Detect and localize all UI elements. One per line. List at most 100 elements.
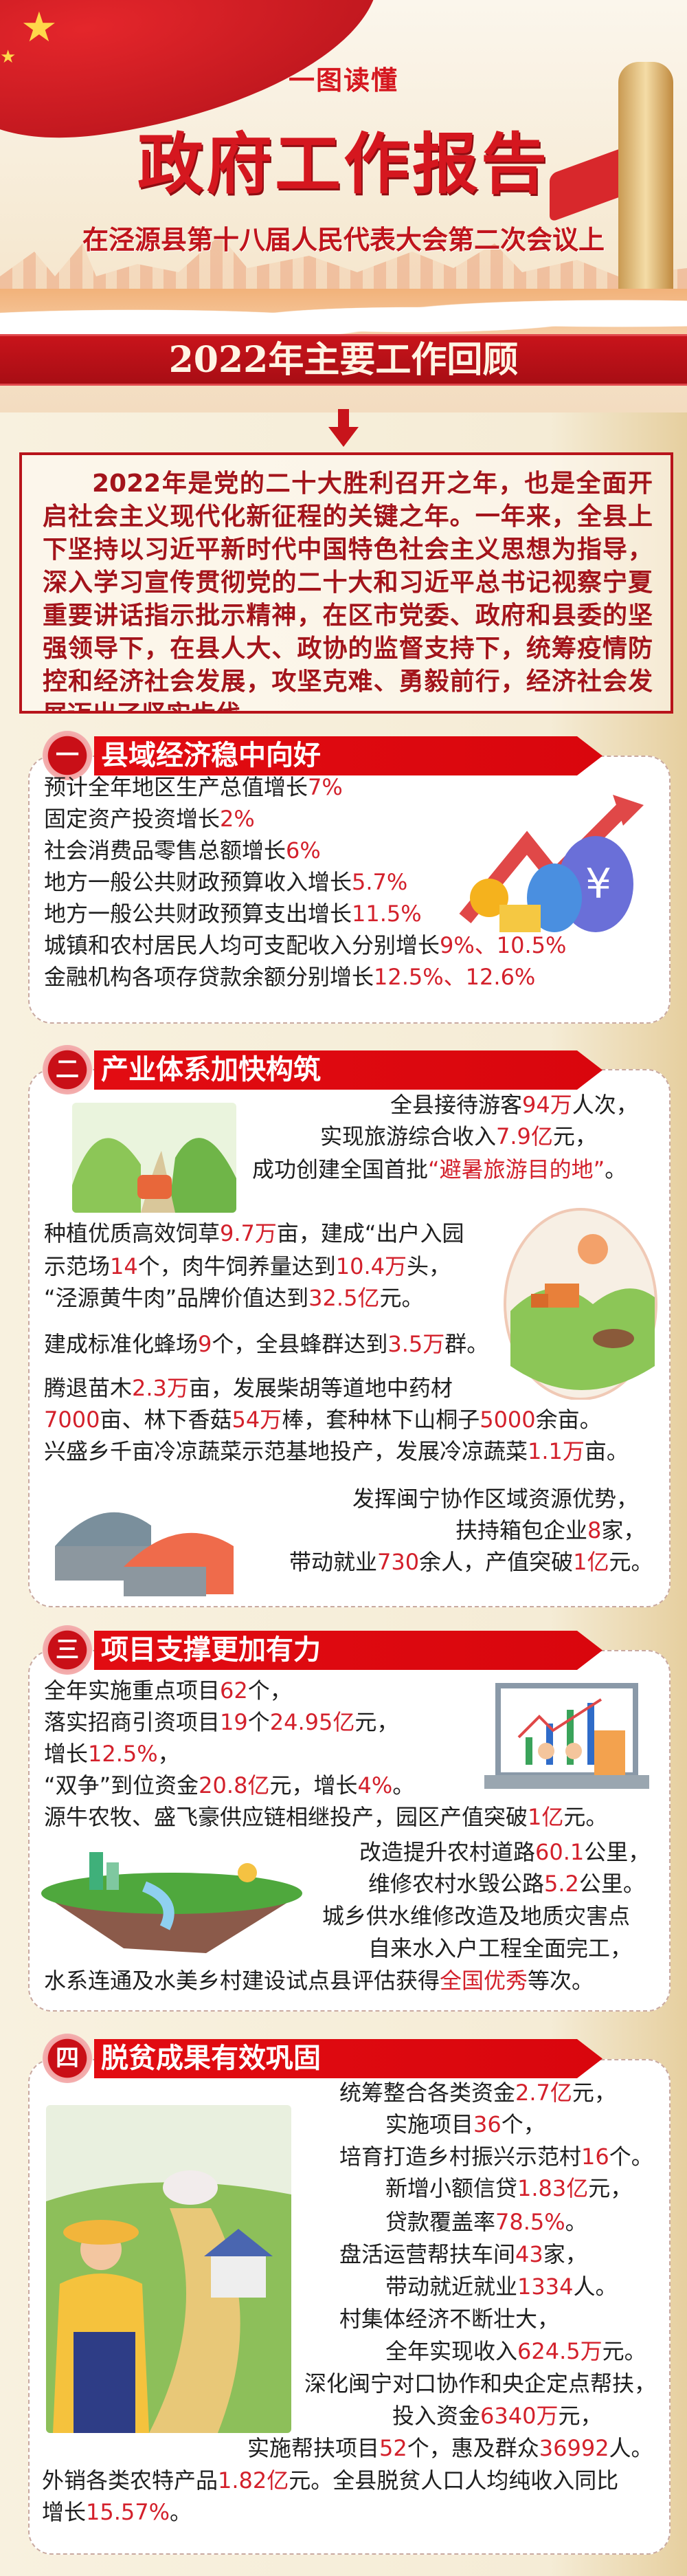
- stat-value: 7.9亿: [496, 1123, 553, 1149]
- stat-text: 带动就业: [289, 1549, 378, 1575]
- stat-text: 家，: [601, 1517, 646, 1543]
- stat-value: 6%: [286, 837, 321, 863]
- section-title: 脱贫成果有效巩固: [101, 2043, 321, 2074]
- stat-line: “泾源黄牛肉”品牌价值达到32.5亿元。: [44, 1284, 423, 1312]
- stat-text: 村集体经济不断壮大，: [339, 2306, 560, 2332]
- stat-text: 元。: [609, 1549, 653, 1575]
- stat-line: “双争”到位资金20.8亿元，增长4%。: [44, 1772, 414, 1799]
- stat-value: 5000: [480, 1407, 536, 1433]
- stat-text: 家，: [543, 2241, 587, 2267]
- stat-line: 水系连通及水美乡村建设试点县评估获得全国优秀等次。: [44, 1967, 594, 1994]
- stat-value: 62: [220, 1677, 248, 1704]
- stat-text: 地方一般公共财政预算收入增长: [44, 869, 352, 895]
- farm-icon: [504, 1208, 657, 1400]
- tourism-car-icon: [72, 1103, 236, 1213]
- section-number-badge: 二: [43, 1045, 92, 1094]
- stat-value: 9: [198, 1331, 212, 1357]
- stat-text: 棒，套种林下山桐子: [282, 1407, 480, 1433]
- section-title: 产业体系加快构筑: [101, 1054, 321, 1086]
- stat-line: 新增小额信贷1.83亿元，: [385, 2175, 632, 2202]
- stat-text: 培育打造乡村振兴示范村: [339, 2144, 582, 2170]
- stat-value: 4%: [357, 1772, 393, 1798]
- stat-value: 全国优秀: [440, 1968, 528, 1994]
- stat-value: 24.95亿: [269, 1709, 355, 1735]
- stat-text: 盘活运营帮扶车间: [339, 2241, 516, 2267]
- stat-value: 36992: [539, 2435, 609, 2461]
- stat-line: 固定资产投资增长2%: [44, 805, 255, 833]
- stat-text: 亩。: [584, 1438, 629, 1464]
- stat-text: 金融机构各项存贷款余额分别增长: [44, 964, 374, 990]
- page-title: 政府工作报告: [137, 126, 550, 203]
- stat-line: 带动就业730余人，产值突破1亿元。: [289, 1548, 653, 1576]
- stat-line: 深化闽宁对口协作和央企定点帮扶，: [304, 2370, 656, 2397]
- stat-value: 1亿: [573, 1549, 609, 1575]
- stat-line: 兴盛乡千亩冷凉蔬菜示范基地投产，发展冷凉蔬菜1.1万亩。: [44, 1438, 629, 1465]
- stat-line: 地方一般公共财政预算收入增长5.7%: [44, 868, 407, 896]
- stat-text: 。: [565, 2209, 587, 2235]
- star-icon: ★: [0, 47, 16, 67]
- stat-value: 624.5万: [517, 2338, 602, 2364]
- stat-value: 1亿: [528, 1804, 564, 1830]
- stat-value: 1.82亿: [218, 2467, 289, 2494]
- stat-text: 扶持箱包企业: [455, 1517, 588, 1543]
- stat-text: 预计全年地区生产总值增长: [44, 774, 308, 800]
- stat-value: 8: [587, 1517, 602, 1543]
- stat-line: 腾退苗木2.3万亩，发展柴胡等道地中药材: [44, 1374, 453, 1402]
- section-number-badge: 四: [43, 2034, 92, 2083]
- stat-text: “泾源黄牛肉”品牌价值达到: [44, 1285, 309, 1311]
- stat-text: 余亩。: [535, 1407, 602, 1433]
- stat-value: 78.5%: [495, 2209, 565, 2235]
- stat-text: 元，增长: [269, 1772, 358, 1798]
- money-growth-icon: ¥: [451, 795, 649, 935]
- stat-line: 维修农村水毁公路5.2公里。: [368, 1870, 645, 1897]
- stat-text: 发挥闽宁协作区域资源优势，: [352, 1486, 639, 1512]
- stat-line: 改造提升农村道路60.1公里，: [359, 1838, 650, 1866]
- stat-text: 贷款覆盖率: [385, 2209, 496, 2235]
- section-header: 县域经济稳中向好: [94, 736, 602, 775]
- stat-line: 增长12.5%，: [44, 1740, 180, 1768]
- stat-line: 落实招商引资项目19个24.95亿元，: [44, 1708, 398, 1736]
- intro-text: 2022年是党的二十大胜利召开之年，也是全面开启社会主义现代化新征程的关键之年。…: [43, 470, 653, 711]
- subtitle: 在泾源县第十八届人民代表大会第二次会议上: [82, 225, 605, 255]
- header-banner: ★ ★ 一图读懂 政府工作报告 在泾源县第十八届人民代表大会第二次会议上: [0, 0, 687, 412]
- stat-text: 实现旅游综合收入: [320, 1123, 497, 1149]
- stat-value: 7%: [308, 774, 343, 800]
- stat-value: 5.7%: [352, 869, 408, 895]
- stat-text: 社会消费品零售总额增长: [44, 837, 286, 863]
- stat-value: 7000: [44, 1407, 100, 1433]
- stat-line: 扶持箱包企业8家，: [455, 1517, 645, 1544]
- section-title: 项目支撑更加有力: [101, 1634, 321, 1666]
- stat-text: 带动就近就业: [385, 2274, 518, 2300]
- stat-text: 元，: [558, 2403, 602, 2429]
- stat-text: 元。全县脱贫人口人均纯收入同比: [289, 2467, 619, 2494]
- stat-value: 9%、10.5%: [440, 932, 567, 958]
- stat-text: 外销各类农特产品: [42, 2467, 218, 2494]
- stat-value: 730: [377, 1549, 420, 1575]
- stat-line: 源牛农牧、盛飞豪供应链相继投产，园区产值突破1亿元。: [44, 1803, 607, 1831]
- section-header: 产业体系加快构筑: [94, 1050, 602, 1090]
- stat-value: 10.4万: [335, 1253, 407, 1279]
- stat-value: 16: [581, 2144, 609, 2170]
- stat-line: 金融机构各项存贷款余额分别增长12.5%、12.6%: [44, 963, 535, 991]
- stat-text: 建成标准化蜂场: [44, 1331, 199, 1357]
- stat-line: 示范场14个，肉牛饲养量达到10.4万头，: [44, 1253, 451, 1280]
- stat-line: 全年实现收入624.5万元。: [385, 2337, 646, 2365]
- stat-text: 增长: [44, 1741, 89, 1767]
- stat-value: 3.5万: [387, 1331, 445, 1357]
- factory-icon: [48, 1498, 245, 1596]
- stat-value: 1334: [517, 2274, 574, 2300]
- stat-text: 全县接待游客: [390, 1092, 523, 1118]
- star-icon: ★: [21, 3, 58, 52]
- stat-line: 种植优质高效饲草9.7万亩，建成“出户入园: [44, 1220, 464, 1247]
- stat-text: 元，: [552, 1123, 597, 1149]
- stat-text: 亩、林下香菇: [100, 1407, 232, 1433]
- stat-text: 亩，建成“出户入园: [276, 1220, 464, 1246]
- stat-value: 54万: [232, 1407, 282, 1433]
- stat-text: 深化闽宁对口协作和央企定点帮扶，: [304, 2370, 657, 2397]
- stat-line: 社会消费品零售总额增长6%: [44, 837, 321, 864]
- stat-line: 统筹整合各类资金2.7亿元，: [339, 2079, 616, 2106]
- stat-text: “双争”到位资金: [44, 1772, 199, 1798]
- stat-line: 成功创建全国首批“避暑旅游目的地”。: [252, 1156, 627, 1183]
- stat-text: 投入资金: [392, 2403, 481, 2429]
- stat-text: 兴盛乡千亩冷凉蔬菜示范基地投产，发展冷凉蔬菜: [44, 1438, 528, 1464]
